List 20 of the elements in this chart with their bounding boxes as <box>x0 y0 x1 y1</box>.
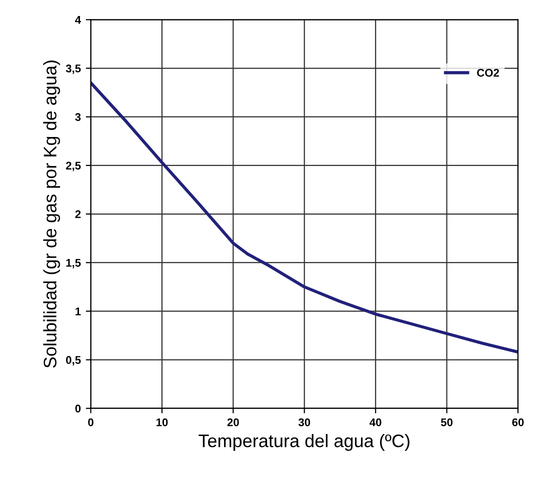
y-tick-label: 1,5 <box>66 258 81 268</box>
y-axis-title: Solubilidad (gr de gas por Kg de agua) <box>43 60 60 368</box>
x-tick-label: 0 <box>88 418 94 426</box>
y-tick-label: 4 <box>75 16 81 24</box>
y-tick-label: 1 <box>76 308 81 316</box>
x-axis-title: Temperatura del agua (ºC) <box>198 434 410 451</box>
y-tick-label: 2 <box>75 210 81 218</box>
x-tick-label: 20 <box>227 418 239 426</box>
y-tick-label: 0 <box>75 404 81 412</box>
x-tick-label: 10 <box>156 418 168 426</box>
x-tick-label: 30 <box>298 418 310 426</box>
legend-label: CO2 <box>477 68 499 77</box>
y-tick-label: 3 <box>75 113 81 121</box>
y-tick-label: 3,5 <box>66 64 81 74</box>
x-tick-label: 50 <box>440 418 453 426</box>
y-tick-label: 0,5 <box>66 356 81 366</box>
y-tick-label: 2,5 <box>66 162 81 172</box>
x-tick-label: 60 <box>512 418 524 426</box>
line-series <box>90 81 518 354</box>
x-tick-label: 40 <box>370 418 382 426</box>
